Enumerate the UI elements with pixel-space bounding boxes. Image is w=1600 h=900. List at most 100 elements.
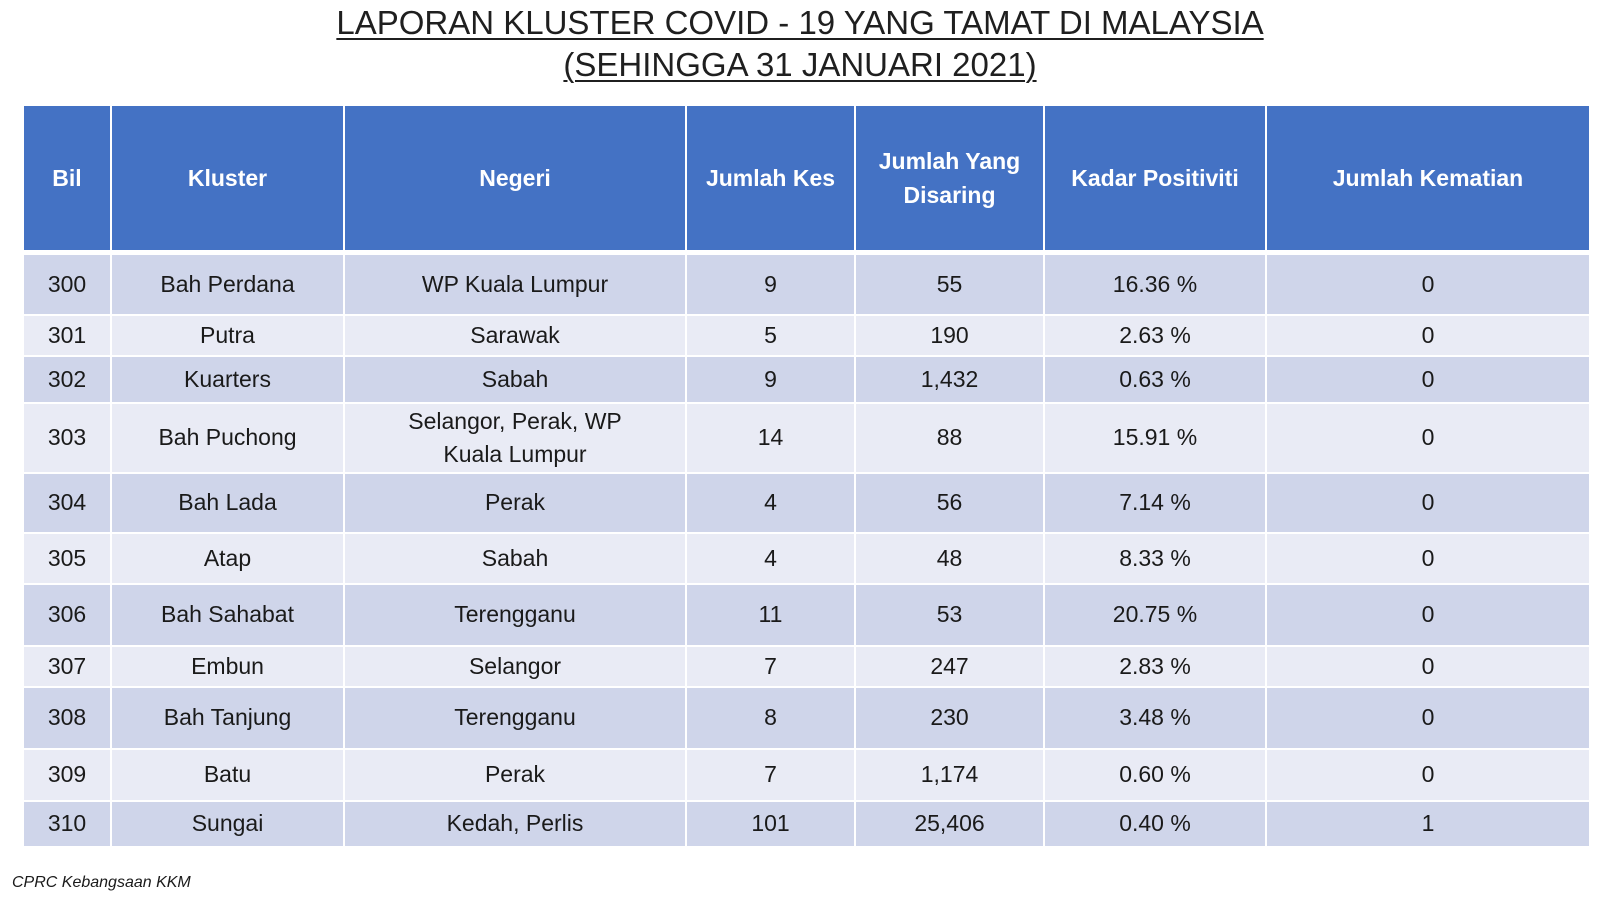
cell-jumlah-kematian: 0	[1265, 747, 1591, 802]
cell-kluster: Embun	[110, 644, 345, 688]
cell-kluster: Atap	[110, 531, 345, 585]
cell-kluster: Bah Tanjung	[110, 685, 345, 750]
cell-jumlah-disaring: 55	[854, 251, 1045, 316]
cell-bil: 300	[22, 251, 112, 316]
cell-jumlah-kes: 9	[685, 354, 856, 404]
cluster-table: Bil Kluster Negeri Jumlah Kes Jumlah Yan…	[22, 104, 1591, 848]
cell-jumlah-disaring: 48	[854, 531, 1045, 585]
cell-negeri: Selangor, Perak, WP Kuala Lumpur	[343, 401, 687, 474]
cell-negeri: WP Kuala Lumpur	[343, 251, 687, 316]
cell-kadar-positiviti: 2.63 %	[1043, 313, 1267, 357]
cell-kluster: Sungai	[110, 799, 345, 848]
cell-jumlah-kematian: 0	[1265, 531, 1591, 585]
cell-bil: 307	[22, 644, 112, 688]
table-row: 310 Sungai Kedah, Perlis 101 25,406 0.40…	[22, 799, 1591, 848]
title-line-2: (SEHINGGA 31 JANUARI 2021)	[563, 46, 1037, 83]
cell-kadar-positiviti: 0.60 %	[1043, 747, 1267, 802]
cell-jumlah-disaring: 53	[854, 582, 1045, 647]
cell-jumlah-kes: 101	[685, 799, 856, 848]
cell-jumlah-kes: 7	[685, 644, 856, 688]
cell-negeri: Perak	[343, 747, 687, 802]
cell-negeri: Sabah	[343, 354, 687, 404]
cell-jumlah-kematian: 0	[1265, 401, 1591, 474]
column-header-jumlah-kes: Jumlah Kes	[685, 104, 856, 255]
cell-bil: 308	[22, 685, 112, 750]
cell-jumlah-kes: 5	[685, 313, 856, 357]
cell-kadar-positiviti: 15.91 %	[1043, 401, 1267, 474]
cell-jumlah-kematian: 0	[1265, 313, 1591, 357]
cell-jumlah-disaring: 190	[854, 313, 1045, 357]
cell-jumlah-disaring: 247	[854, 644, 1045, 688]
cell-kadar-positiviti: 8.33 %	[1043, 531, 1267, 585]
cell-kadar-positiviti: 3.48 %	[1043, 685, 1267, 750]
table-row: 301 Putra Sarawak 5 190 2.63 % 0	[22, 313, 1591, 357]
source-footnote: CPRC Kebangsaan KKM	[12, 874, 191, 891]
cell-jumlah-disaring: 56	[854, 471, 1045, 534]
cell-jumlah-kes: 4	[685, 471, 856, 534]
table-row: 303 Bah Puchong Selangor, Perak, WP Kual…	[22, 401, 1591, 474]
table-row: 300 Bah Perdana WP Kuala Lumpur 9 55 16.…	[22, 251, 1591, 316]
cell-negeri: Selangor	[343, 644, 687, 688]
cell-negeri: Sabah	[343, 531, 687, 585]
cell-bil: 303	[22, 401, 112, 474]
cell-kadar-positiviti: 16.36 %	[1043, 251, 1267, 316]
cell-jumlah-disaring: 230	[854, 685, 1045, 750]
cell-bil: 310	[22, 799, 112, 848]
cell-kluster: Bah Puchong	[110, 401, 345, 474]
table-row: 305 Atap Sabah 4 48 8.33 % 0	[22, 531, 1591, 585]
cell-kadar-positiviti: 0.63 %	[1043, 354, 1267, 404]
cell-kadar-positiviti: 2.83 %	[1043, 644, 1267, 688]
page-title: LAPORAN KLUSTER COVID - 19 YANG TAMAT DI…	[0, 2, 1600, 86]
cell-jumlah-kes: 7	[685, 747, 856, 802]
column-header-bil: Bil	[22, 104, 112, 255]
cell-kluster: Bah Sahabat	[110, 582, 345, 647]
cell-negeri: Perak	[343, 471, 687, 534]
cell-negeri-text: Selangor, Perak, WP Kuala Lumpur	[408, 407, 622, 467]
cell-jumlah-kes: 14	[685, 401, 856, 474]
cell-jumlah-kes: 9	[685, 251, 856, 316]
cell-jumlah-kes: 8	[685, 685, 856, 750]
cell-bil: 306	[22, 582, 112, 647]
cell-kluster: Putra	[110, 313, 345, 357]
table-row: 308 Bah Tanjung Terengganu 8 230 3.48 % …	[22, 685, 1591, 750]
cell-jumlah-disaring: 88	[854, 401, 1045, 474]
title-line-1: LAPORAN KLUSTER COVID - 19 YANG TAMAT DI…	[336, 4, 1264, 41]
table-row: 306 Bah Sahabat Terengganu 11 53 20.75 %…	[22, 582, 1591, 647]
cell-negeri: Terengganu	[343, 685, 687, 750]
cell-jumlah-kematian: 0	[1265, 251, 1591, 316]
table-row: 309 Batu Perak 7 1,174 0.60 % 0	[22, 747, 1591, 802]
cell-bil: 309	[22, 747, 112, 802]
column-header-jumlah-kematian: Jumlah Kematian	[1265, 104, 1591, 255]
cell-jumlah-disaring: 1,432	[854, 354, 1045, 404]
cell-jumlah-kes: 4	[685, 531, 856, 585]
table-row: 302 Kuarters Sabah 9 1,432 0.63 % 0	[22, 354, 1591, 404]
cell-negeri: Kedah, Perlis	[343, 799, 687, 848]
cell-kluster: Bah Perdana	[110, 251, 345, 316]
cell-jumlah-kematian: 0	[1265, 685, 1591, 750]
cell-jumlah-kematian: 0	[1265, 582, 1591, 647]
column-header-kluster: Kluster	[110, 104, 345, 255]
cell-jumlah-kematian: 0	[1265, 354, 1591, 404]
cell-kadar-positiviti: 7.14 %	[1043, 471, 1267, 534]
table-row: 304 Bah Lada Perak 4 56 7.14 % 0	[22, 471, 1591, 534]
cell-kluster: Bah Lada	[110, 471, 345, 534]
cell-jumlah-disaring: 25,406	[854, 799, 1045, 848]
cell-jumlah-kes: 11	[685, 582, 856, 647]
cell-negeri: Terengganu	[343, 582, 687, 647]
column-header-jumlah-disaring-label: Jumlah Yang Disaring	[878, 148, 1021, 208]
cell-negeri: Sarawak	[343, 313, 687, 357]
cell-bil: 302	[22, 354, 112, 404]
cell-jumlah-disaring: 1,174	[854, 747, 1045, 802]
cell-kluster: Batu	[110, 747, 345, 802]
table-header-row: Bil Kluster Negeri Jumlah Kes Jumlah Yan…	[22, 104, 1591, 255]
cell-kadar-positiviti: 20.75 %	[1043, 582, 1267, 647]
column-header-jumlah-disaring: Jumlah Yang Disaring	[854, 104, 1045, 255]
cell-bil: 305	[22, 531, 112, 585]
cell-kluster: Kuarters	[110, 354, 345, 404]
cell-kadar-positiviti: 0.40 %	[1043, 799, 1267, 848]
cell-bil: 304	[22, 471, 112, 534]
cell-jumlah-kematian: 0	[1265, 644, 1591, 688]
column-header-kadar-positiviti: Kadar Positiviti	[1043, 104, 1267, 255]
cell-bil: 301	[22, 313, 112, 357]
column-header-negeri: Negeri	[343, 104, 687, 255]
